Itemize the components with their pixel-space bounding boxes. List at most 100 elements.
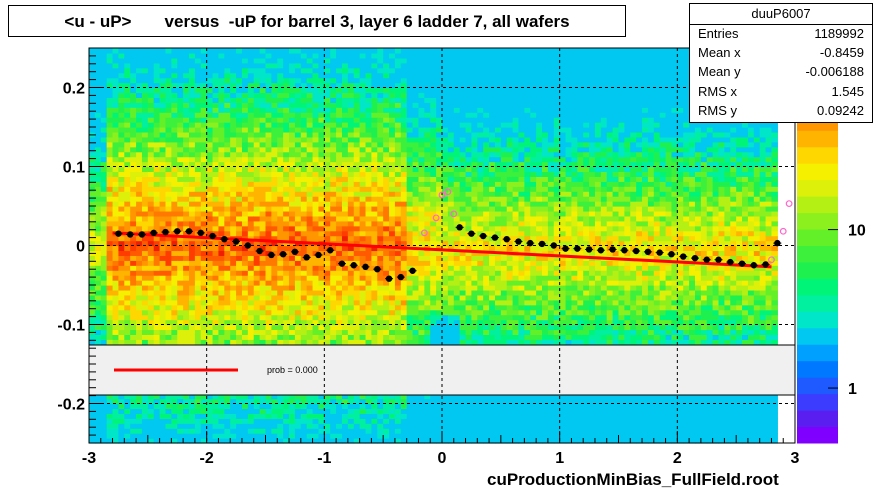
heatmap-cell: [271, 117, 278, 123]
heatmap-cell: [212, 206, 220, 212]
heatmap-cell: [177, 112, 184, 118]
heatmap-cell: [89, 161, 96, 168]
heatmap-cell: [118, 141, 125, 148]
heatmap-cell: [383, 285, 390, 291]
heatmap-cell: [383, 255, 390, 261]
heatmap-cell: [330, 413, 337, 419]
heatmap-cell: [177, 87, 184, 94]
heatmap-cell: [118, 151, 125, 158]
heatmap-cell: [383, 215, 390, 222]
heatmap-cell: [94, 92, 102, 98]
heatmap-cell: [112, 285, 120, 291]
heatmap-cell: [165, 112, 172, 118]
heatmap-cell: [165, 289, 172, 296]
heatmap-cell: [371, 299, 378, 306]
heatmap-cell: [241, 210, 249, 217]
heatmap-cell: [147, 48, 155, 54]
heatmap-cell: [400, 314, 408, 321]
heatmap-cell: [200, 52, 208, 59]
heatmap-cell: [447, 206, 455, 212]
heatmap-cell: [118, 67, 125, 74]
heatmap-cell: [324, 245, 331, 252]
heatmap-cell: [153, 102, 161, 108]
heatmap-cell: [218, 225, 225, 232]
heatmap-cell: [165, 131, 172, 138]
heatmap-cell: [289, 275, 296, 281]
heatmap-cell: [247, 329, 255, 335]
heatmap-cell: [100, 62, 108, 69]
heatmap-cell: [359, 166, 367, 173]
heatmap-cell: [106, 72, 114, 79]
heatmap-cell: [277, 161, 284, 168]
heatmap-cell: [330, 131, 337, 138]
heatmap-cell: [424, 48, 431, 54]
heatmap-cell: [312, 201, 320, 207]
heatmap-cell: [389, 176, 396, 182]
heatmap-cell: [341, 171, 349, 177]
heatmap-cell: [124, 423, 131, 429]
heatmap-cell: [230, 294, 237, 301]
heatmap-cell: [112, 423, 120, 429]
heatmap-cell: [424, 191, 431, 197]
heatmap-cell: [383, 171, 390, 177]
heatmap-cell: [94, 176, 102, 182]
heatmap-cell: [141, 294, 149, 301]
heatmap-cell: [336, 97, 343, 103]
heatmap-cell: [200, 423, 208, 429]
heatmap-cell: [200, 215, 208, 222]
heatmap-cell: [318, 403, 325, 410]
heatmap-cell: [418, 260, 425, 266]
heatmap-cell: [365, 151, 372, 158]
heatmap-cell: [100, 245, 108, 252]
heatmap-cell: [430, 186, 437, 192]
heatmap-cell: [100, 403, 108, 410]
heatmap-cell: [112, 161, 120, 168]
heatmap-cell: [189, 220, 196, 227]
heatmap-cell: [324, 265, 331, 271]
heatmap-cell: [353, 265, 361, 271]
heatmap-cell: [230, 191, 237, 197]
heatmap-cell: [153, 294, 161, 301]
heatmap-cell: [177, 250, 184, 256]
heatmap-cell: [412, 304, 420, 311]
heatmap-cell: [424, 285, 431, 291]
heatmap-cell: [300, 141, 308, 148]
heatmap-cell: [106, 176, 114, 182]
heatmap-cell: [171, 77, 178, 84]
heatmap-cell: [312, 433, 320, 439]
heatmap-cell: [277, 270, 284, 276]
heatmap-cell: [436, 87, 443, 94]
heatmap-cell: [253, 136, 261, 143]
heatmap-cell: [212, 112, 220, 118]
heatmap-cell: [130, 270, 137, 276]
heatmap-cell: [171, 304, 178, 311]
heatmap-cell: [106, 161, 114, 168]
heatmap-cell: [200, 72, 208, 79]
heatmap-cell: [347, 428, 355, 434]
heatmap-cell: [453, 403, 461, 410]
heatmap-cell: [277, 171, 284, 177]
heatmap-cell: [200, 334, 208, 340]
heatmap-cell: [436, 403, 443, 410]
heatmap-cell: [200, 393, 208, 400]
heatmap-cell: [265, 122, 272, 128]
heatmap-cell: [424, 161, 431, 168]
heatmap-cell: [277, 206, 284, 212]
heatmap-cell: [206, 418, 214, 424]
heatmap-cell: [265, 270, 272, 276]
heatmap-cell: [124, 265, 131, 271]
heatmap-cell: [165, 151, 172, 158]
heatmap-cell: [359, 398, 367, 405]
heatmap-cell: [341, 299, 349, 306]
heatmap-cell: [406, 285, 414, 291]
heatmap-cell: [106, 206, 114, 212]
heatmap-cell: [224, 220, 231, 227]
heatmap-cell: [200, 289, 208, 296]
heatmap-cell: [130, 87, 137, 94]
heatmap-cell: [265, 220, 272, 227]
heatmap-cell: [436, 418, 443, 424]
heatmap-cell: [312, 339, 320, 345]
heatmap-cell: [183, 285, 190, 291]
heatmap-cell: [124, 166, 131, 173]
heatmap-cell: [277, 67, 284, 74]
